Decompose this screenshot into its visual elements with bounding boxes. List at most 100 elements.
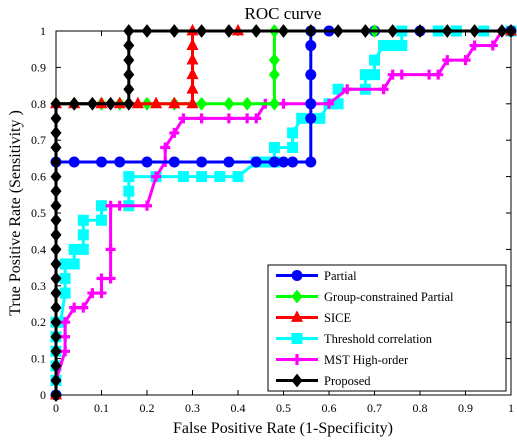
data-point-square (59, 273, 71, 285)
data-point-plus (242, 113, 253, 124)
legend-label: MST High-order (324, 353, 409, 367)
y-tick-label: 0.4 (31, 242, 46, 256)
axis-ticks: 0 0.1 0.2 0.3 0.4 0.5 0.6 0.7 0.8 0.9 1 0 0.1 0.2 0.3 0… (31, 24, 514, 415)
data-point-diamond (196, 96, 208, 111)
data-point-square (214, 171, 226, 183)
data-point-triangle (290, 310, 304, 322)
data-point-circle (196, 156, 208, 168)
data-point-square (68, 258, 80, 270)
data-point-plus (78, 302, 89, 313)
data-point-square (77, 214, 89, 226)
chart-title: ROC curve (245, 4, 322, 23)
legend-label: Proposed (324, 374, 371, 388)
data-point-diamond (268, 96, 280, 111)
data-point-square (268, 141, 280, 153)
data-point-diamond (123, 82, 135, 97)
data-point-triangle (131, 96, 144, 109)
data-point-square (123, 185, 135, 197)
data-point-square (287, 141, 299, 153)
data-point-circle (114, 156, 126, 168)
legend-box (267, 264, 507, 392)
data-point-circle (223, 156, 235, 168)
data-point-square (287, 127, 299, 139)
data-point-circle (278, 156, 289, 168)
data-point-square (332, 98, 344, 110)
legend-entry: SICE (276, 310, 351, 325)
plot-frame (55, 30, 512, 396)
data-point-diamond (123, 38, 135, 53)
data-point-square (68, 243, 80, 255)
data-point-diamond (291, 289, 303, 304)
data-point-triangle (186, 67, 199, 80)
data-point-plus (469, 40, 480, 51)
data-point-square (59, 287, 71, 299)
data-point-plus (433, 69, 444, 80)
data-point-plus (105, 244, 116, 255)
data-point-plus (424, 69, 435, 80)
data-point-plus (178, 113, 189, 124)
x-tick-label: 0.3 (185, 401, 200, 415)
data-point-diamond (291, 373, 303, 388)
data-point-plus (291, 354, 303, 365)
data-point-diamond (86, 96, 98, 111)
data-point-square (332, 83, 344, 95)
data-point-square (291, 333, 303, 344)
data-point-plus (442, 55, 453, 66)
x-tick-label: 1 (508, 401, 514, 415)
data-point-circle (305, 98, 317, 110)
data-point-diamond (123, 96, 135, 111)
legend-entry: Threshold correlation (276, 332, 433, 346)
data-point-plus (169, 127, 180, 138)
data-point-plus (251, 113, 262, 124)
legend-entry: Partial (276, 269, 357, 283)
legend-label: Partial (324, 269, 357, 283)
y-tick-label: 0.8 (31, 97, 46, 111)
data-point-triangle (186, 38, 199, 50)
data-point-diamond (268, 67, 280, 82)
y-tick-label: 0.3 (31, 279, 46, 293)
data-point-circle (305, 156, 317, 168)
data-point-square (123, 171, 135, 183)
data-point-circle (287, 156, 299, 168)
data-point-plus (278, 98, 289, 109)
data-point-diamond (105, 96, 117, 111)
data-point-triangle (150, 96, 163, 109)
data-point-diamond (68, 96, 80, 111)
y-tick-label: 0.9 (31, 60, 46, 74)
data-point-square (296, 112, 308, 124)
data-point-diamond (223, 96, 235, 111)
data-point-plus (378, 84, 389, 95)
x-tick-label: 0.8 (413, 401, 428, 415)
data-point-circle (291, 270, 303, 281)
data-point-square (396, 40, 408, 52)
data-point-circle (250, 156, 262, 168)
data-point-circle (168, 156, 180, 168)
data-point-triangle (186, 96, 199, 109)
x-tick-label: 0.1 (94, 401, 109, 415)
data-point-circle (96, 156, 107, 168)
data-point-plus (223, 113, 234, 124)
data-point-plus (60, 346, 71, 357)
data-point-plus (96, 273, 107, 284)
y-tick-label: 0.2 (31, 315, 46, 329)
legend-label: SICE (324, 311, 351, 325)
data-point-plus (96, 288, 107, 299)
data-point-plus (87, 288, 98, 299)
y-tick-label: 0.5 (31, 206, 46, 220)
data-point-triangle (168, 96, 181, 109)
data-point-square (378, 40, 390, 52)
x-tick-label: 0.5 (276, 401, 291, 415)
data-point-diamond (123, 53, 135, 67)
data-point-square (96, 214, 107, 226)
data-point-square (387, 40, 399, 52)
data-point-plus (114, 200, 125, 211)
x-tick-label: 0.7 (367, 401, 382, 415)
x-tick-label: 0.6 (322, 401, 337, 415)
data-point-triangle (186, 52, 199, 65)
legend-entry: Proposed (276, 373, 371, 388)
legend-label: Threshold correlation (324, 332, 433, 346)
data-point-square (196, 171, 208, 183)
data-point-circle (305, 112, 317, 124)
data-point-plus (387, 69, 398, 80)
